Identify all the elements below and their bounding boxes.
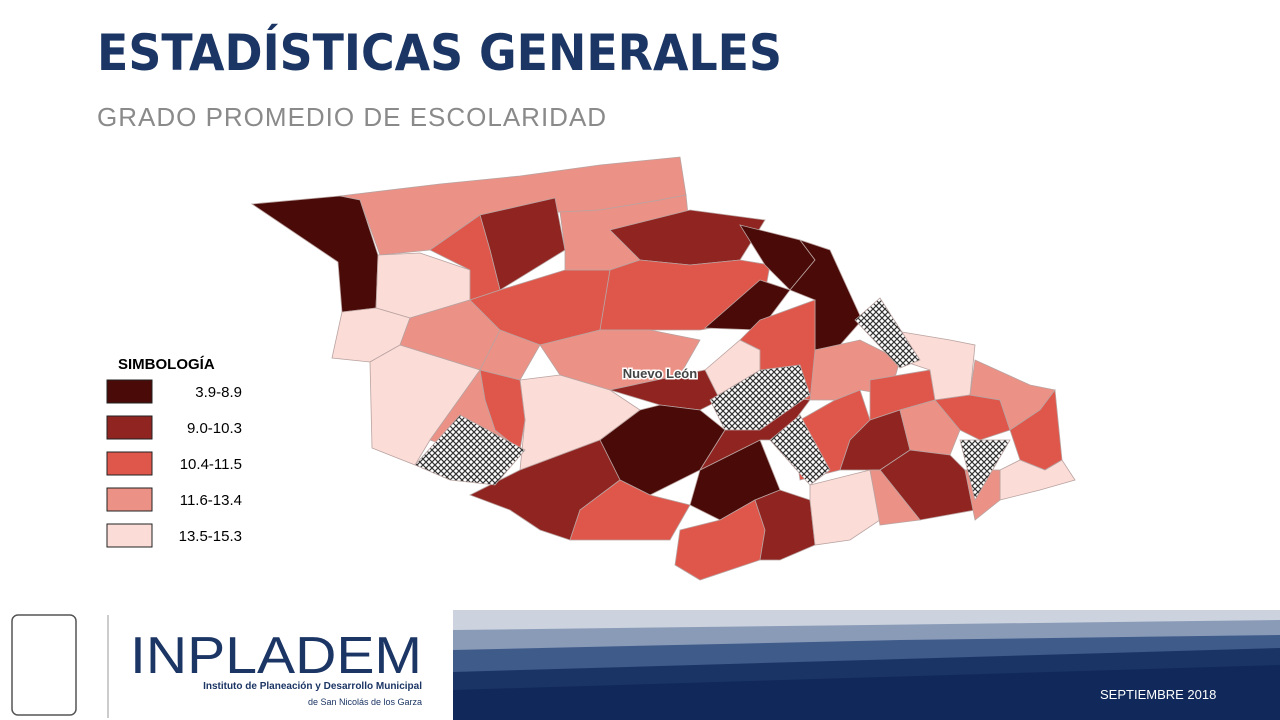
title: ESTADÍSTICAS GENERALES — [97, 23, 782, 82]
region — [569, 479, 691, 541]
region — [709, 364, 811, 431]
legend-label: 3.9-8.9 — [195, 384, 242, 401]
subtitle: GRADO PROMEDIO DE ESCOLARIDAD — [97, 102, 607, 132]
legend-label: 10.4-11.5 — [180, 456, 242, 473]
org-name: INPLADEM — [130, 627, 422, 685]
region — [414, 414, 526, 486]
region — [899, 399, 961, 456]
org-place: de San Nicolás de los Garza — [308, 697, 422, 707]
region — [809, 469, 881, 546]
footer: SEPTIEMBRE 2018 INPLADEM Instituto de Pl… — [11, 610, 1280, 720]
legend-swatch — [106, 523, 153, 548]
region — [769, 414, 831, 486]
legend-swatch — [106, 379, 153, 404]
region — [869, 469, 921, 526]
legend-swatch — [106, 415, 153, 440]
map-label: Nuevo León — [623, 366, 697, 381]
region — [250, 195, 379, 313]
region — [854, 297, 921, 369]
map: Nuevo León — [250, 156, 1076, 581]
legend-label: 11.6-13.4 — [180, 492, 242, 509]
region — [754, 489, 816, 561]
date: SEPTIEMBRE 2018 — [1100, 687, 1216, 702]
region — [959, 439, 1011, 502]
logo-shield — [11, 614, 77, 716]
legend: 3.9-8.9 9.0-10.3 10.4-11.5 11.6-13.4 13.5-15… — [106, 379, 242, 548]
org-full: Instituto de Planeación y Desarrollo Mun… — [203, 681, 422, 692]
legend-label: 9.0-10.3 — [187, 420, 242, 437]
legend-swatch — [106, 487, 153, 512]
legend-swatch — [106, 451, 153, 476]
legend-label: 13.5-15.3 — [179, 528, 242, 545]
legend-title: SIMBOLOGÍA — [118, 356, 215, 373]
